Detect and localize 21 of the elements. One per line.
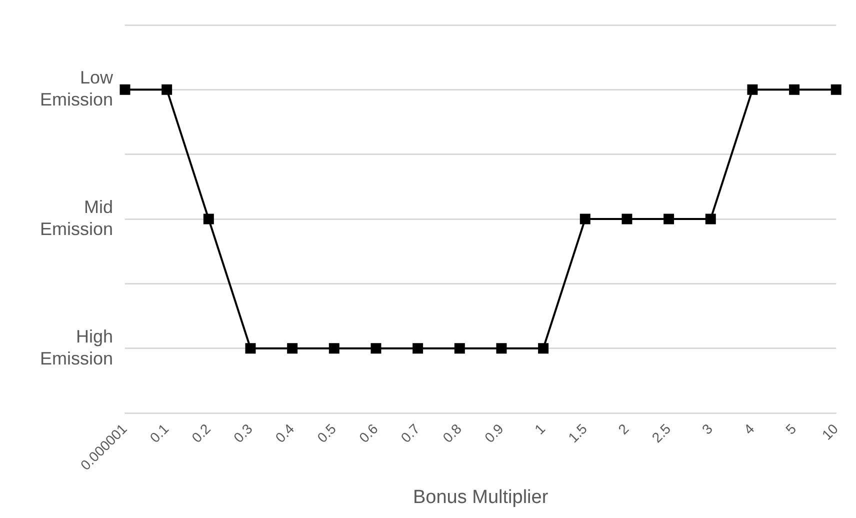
x-tick-label: 1 bbox=[531, 420, 548, 438]
x-tick-label: 4 bbox=[740, 420, 758, 438]
x-tick-label: 1.5 bbox=[564, 420, 590, 446]
x-tick-label: 10 bbox=[818, 420, 842, 443]
x-tick-label: 0.9 bbox=[481, 420, 506, 446]
x-tick-label: 3 bbox=[698, 420, 716, 438]
x-tick-label: 2 bbox=[614, 420, 632, 438]
x-tick-label: 0.6 bbox=[356, 420, 381, 446]
text: Mid Emission bbox=[40, 196, 113, 239]
x-tick-label: 0.4 bbox=[272, 420, 298, 446]
text: Low Emission bbox=[40, 68, 114, 110]
x-tick-label: 0.2 bbox=[188, 420, 214, 446]
x-tick-label: 0.1 bbox=[146, 420, 172, 446]
x-tick-label: 2.5 bbox=[648, 420, 674, 446]
x-tick-label: 0.8 bbox=[439, 420, 465, 446]
x-tick-label: 0.7 bbox=[398, 420, 423, 446]
x-tick-label: 0.3 bbox=[230, 420, 256, 446]
x-tick-label: 0.5 bbox=[314, 420, 340, 446]
x-axis-title: Bonus Multiplier bbox=[412, 486, 549, 508]
text: High Emission bbox=[40, 326, 113, 368]
x-tick-label: 5 bbox=[782, 420, 800, 438]
